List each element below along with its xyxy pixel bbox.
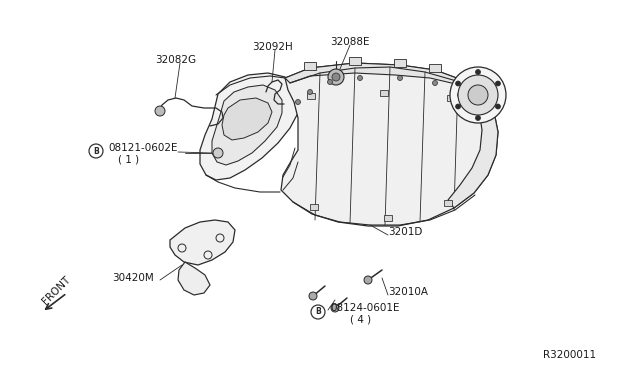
Circle shape bbox=[155, 106, 165, 116]
Polygon shape bbox=[394, 59, 406, 67]
Polygon shape bbox=[281, 63, 498, 226]
Circle shape bbox=[213, 148, 223, 158]
Text: 30420M: 30420M bbox=[112, 273, 154, 283]
Polygon shape bbox=[380, 90, 388, 96]
Circle shape bbox=[458, 93, 463, 97]
Polygon shape bbox=[200, 73, 300, 180]
Polygon shape bbox=[222, 98, 272, 140]
Text: ( 4 ): ( 4 ) bbox=[350, 315, 371, 325]
Polygon shape bbox=[349, 57, 361, 65]
Polygon shape bbox=[384, 215, 392, 221]
Polygon shape bbox=[304, 62, 316, 70]
Text: 08124-0601E: 08124-0601E bbox=[330, 303, 399, 313]
Circle shape bbox=[328, 80, 333, 84]
Text: ( 1 ): ( 1 ) bbox=[118, 154, 139, 164]
Polygon shape bbox=[178, 262, 210, 295]
Polygon shape bbox=[447, 95, 455, 101]
Circle shape bbox=[331, 304, 339, 312]
Polygon shape bbox=[444, 200, 452, 206]
Circle shape bbox=[311, 305, 325, 319]
Polygon shape bbox=[212, 85, 282, 165]
Circle shape bbox=[296, 99, 301, 105]
Circle shape bbox=[476, 115, 481, 121]
Circle shape bbox=[358, 76, 362, 80]
Circle shape bbox=[433, 80, 438, 86]
Text: 32088E: 32088E bbox=[330, 37, 369, 47]
Circle shape bbox=[456, 81, 461, 86]
Text: 32082G: 32082G bbox=[155, 55, 196, 65]
Circle shape bbox=[332, 73, 340, 81]
Circle shape bbox=[307, 90, 312, 94]
Circle shape bbox=[397, 76, 403, 80]
Circle shape bbox=[456, 104, 461, 109]
Text: B: B bbox=[315, 308, 321, 317]
Text: 08121-0602E: 08121-0602E bbox=[108, 143, 177, 153]
Text: B: B bbox=[93, 147, 99, 155]
Polygon shape bbox=[448, 80, 498, 208]
Circle shape bbox=[309, 292, 317, 300]
Polygon shape bbox=[307, 93, 315, 99]
Circle shape bbox=[495, 81, 500, 86]
Circle shape bbox=[476, 70, 481, 74]
Polygon shape bbox=[429, 64, 441, 72]
Text: 32010A: 32010A bbox=[388, 287, 428, 297]
Text: FRONT: FRONT bbox=[40, 274, 72, 306]
Circle shape bbox=[450, 67, 506, 123]
Polygon shape bbox=[285, 63, 475, 92]
Polygon shape bbox=[170, 220, 235, 265]
Circle shape bbox=[458, 75, 498, 115]
Circle shape bbox=[468, 85, 488, 105]
Text: R3200011: R3200011 bbox=[543, 350, 596, 360]
Circle shape bbox=[89, 144, 103, 158]
Circle shape bbox=[364, 276, 372, 284]
Circle shape bbox=[495, 104, 500, 109]
Polygon shape bbox=[310, 204, 318, 210]
Circle shape bbox=[328, 69, 344, 85]
Text: 3201D: 3201D bbox=[388, 227, 422, 237]
Text: 32092H: 32092H bbox=[252, 42, 292, 52]
